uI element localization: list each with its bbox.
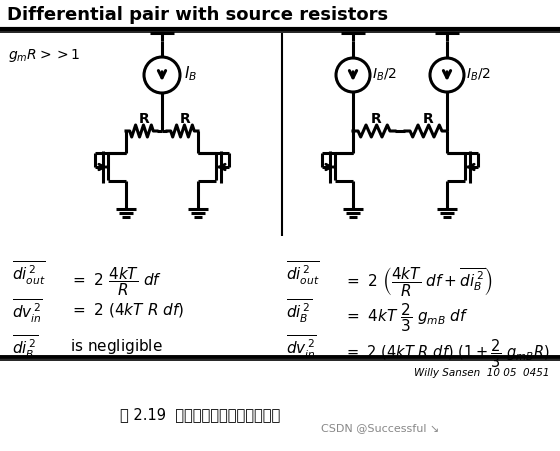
- Text: $\overline{di_{out}^{\,2}}$: $\overline{di_{out}^{\,2}}$: [12, 259, 46, 287]
- Text: $\overline{di_B^{\,2}}$: $\overline{di_B^{\,2}}$: [12, 333, 38, 360]
- Text: $\overline{dv_{in}^{\,2}}$: $\overline{dv_{in}^{\,2}}$: [12, 297, 43, 325]
- Text: $=\ 4kT\ \dfrac{2}{3}\ g_{mB}\ df$: $=\ 4kT\ \dfrac{2}{3}\ g_{mB}\ df$: [344, 300, 469, 333]
- Text: $\overline{di_B^{\,2}}$: $\overline{di_B^{\,2}}$: [286, 297, 312, 325]
- Text: Differential pair with source resistors: Differential pair with source resistors: [7, 6, 388, 24]
- Text: R: R: [371, 112, 382, 126]
- Circle shape: [336, 59, 370, 93]
- Text: $\mathrm{is\ negligible}$: $\mathrm{is\ negligible}$: [70, 336, 163, 355]
- Text: $I_B/2$: $I_B/2$: [466, 67, 491, 83]
- Text: 图 2.19  带电流镜差分电路噪声模型: 图 2.19 带电流镜差分电路噪声模型: [120, 407, 280, 422]
- Text: Willy Sansen  10 05  0451: Willy Sansen 10 05 0451: [414, 367, 550, 377]
- Text: R: R: [138, 112, 150, 126]
- Text: R: R: [180, 112, 190, 126]
- Text: R: R: [423, 112, 434, 126]
- Text: $\overline{di_{out}^{\,2}}$: $\overline{di_{out}^{\,2}}$: [286, 259, 320, 287]
- Text: $=\ 2\ (4kT\ R\ df)$: $=\ 2\ (4kT\ R\ df)$: [70, 300, 184, 318]
- Text: $I_B/2$: $I_B/2$: [372, 67, 396, 83]
- Text: CSDN @Successful ↘: CSDN @Successful ↘: [321, 422, 439, 432]
- Text: $=\ 2\ \left(\dfrac{4kT}{R}\ df + \overline{di_B^{\,2}}\right)$: $=\ 2\ \left(\dfrac{4kT}{R}\ df + \overl…: [344, 264, 493, 297]
- Circle shape: [430, 59, 464, 93]
- Text: $=\ 2\ (4kT\ R\ df)\ (1 + \dfrac{2}{3}\ g_{mB}R)$: $=\ 2\ (4kT\ R\ df)\ (1 + \dfrac{2}{3}\ …: [344, 336, 550, 369]
- Text: $g_mR >> 1$: $g_mR >> 1$: [8, 46, 80, 63]
- Text: $\overline{dv_{in}^{\,2}}$: $\overline{dv_{in}^{\,2}}$: [286, 333, 317, 360]
- Text: $=\ 2\ \dfrac{4kT}{R}\ df$: $=\ 2\ \dfrac{4kT}{R}\ df$: [70, 264, 162, 297]
- Text: $I_B$: $I_B$: [184, 64, 197, 83]
- Circle shape: [144, 58, 180, 94]
